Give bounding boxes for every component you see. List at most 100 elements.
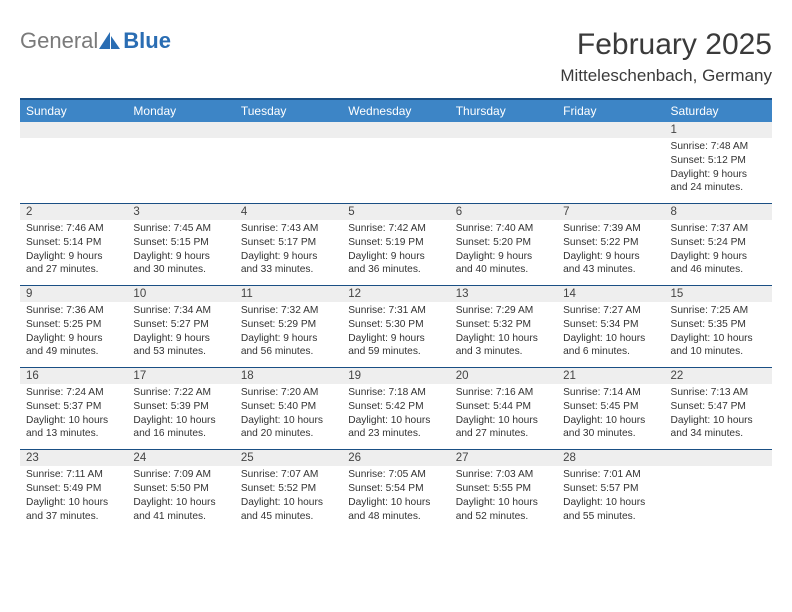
- sunrise-text: Sunrise: 7:46 AM: [26, 222, 119, 236]
- day-number-cell: [342, 122, 449, 138]
- daylight-text: Daylight: 9 hours: [671, 250, 764, 264]
- sunset-text: Sunset: 5:15 PM: [133, 236, 226, 250]
- logo: General Blue: [20, 28, 171, 54]
- daylight-text: Daylight: 10 hours: [26, 414, 119, 428]
- day-detail-cell: Sunrise: 7:43 AMSunset: 5:17 PMDaylight:…: [235, 220, 342, 286]
- sunset-text: Sunset: 5:27 PM: [133, 318, 226, 332]
- sunrise-text: Sunrise: 7:43 AM: [241, 222, 334, 236]
- day-number-cell: 28: [557, 450, 664, 466]
- daylight-text: and 56 minutes.: [241, 345, 334, 359]
- day-detail-cell: [342, 138, 449, 204]
- day-detail-cell: Sunrise: 7:03 AMSunset: 5:55 PMDaylight:…: [450, 466, 557, 531]
- sunset-text: Sunset: 5:37 PM: [26, 400, 119, 414]
- day-number-cell: 8: [665, 204, 772, 220]
- daylight-text: and 48 minutes.: [348, 510, 441, 524]
- location: Mitteleschenbach, Germany: [560, 66, 772, 86]
- day-detail-cell: Sunrise: 7:22 AMSunset: 5:39 PMDaylight:…: [127, 384, 234, 450]
- daylight-text: Daylight: 9 hours: [348, 250, 441, 264]
- day-number-cell: 15: [665, 286, 772, 302]
- daylight-text: and 33 minutes.: [241, 263, 334, 277]
- daylight-text: and 30 minutes.: [563, 427, 656, 441]
- sunset-text: Sunset: 5:55 PM: [456, 482, 549, 496]
- daylight-text: and 55 minutes.: [563, 510, 656, 524]
- daylight-text: and 46 minutes.: [671, 263, 764, 277]
- daylight-text: Daylight: 10 hours: [241, 496, 334, 510]
- daylight-text: Daylight: 9 hours: [456, 250, 549, 264]
- sunset-text: Sunset: 5:39 PM: [133, 400, 226, 414]
- day-number-row: 1: [20, 122, 772, 138]
- day-number-cell: 25: [235, 450, 342, 466]
- sunset-text: Sunset: 5:25 PM: [26, 318, 119, 332]
- day-detail-cell: Sunrise: 7:25 AMSunset: 5:35 PMDaylight:…: [665, 302, 772, 368]
- daylight-text: Daylight: 9 hours: [26, 250, 119, 264]
- day-detail-cell: Sunrise: 7:29 AMSunset: 5:32 PMDaylight:…: [450, 302, 557, 368]
- daylight-text: and 20 minutes.: [241, 427, 334, 441]
- sunset-text: Sunset: 5:50 PM: [133, 482, 226, 496]
- daylight-text: Daylight: 9 hours: [241, 250, 334, 264]
- weekday-header: Sunday: [20, 100, 127, 122]
- day-detail-cell: Sunrise: 7:16 AMSunset: 5:44 PMDaylight:…: [450, 384, 557, 450]
- day-detail-row: Sunrise: 7:36 AMSunset: 5:25 PM Daylight:…: [20, 302, 772, 368]
- sunrise-text: Sunrise: 7:25 AM: [671, 304, 764, 318]
- day-detail-cell: Sunrise: 7:40 AMSunset: 5:20 PMDaylight:…: [450, 220, 557, 286]
- sunrise-text: Sunrise: 7:22 AM: [133, 386, 226, 400]
- daylight-text: Daylight: 10 hours: [456, 414, 549, 428]
- daylight-text: and 43 minutes.: [563, 263, 656, 277]
- calendar-table: Sunday Monday Tuesday Wednesday Thursday…: [20, 100, 772, 531]
- daylight-text: Daylight: 10 hours: [456, 332, 549, 346]
- daylight-text: Daylight: 9 hours: [563, 250, 656, 264]
- weekday-header: Tuesday: [235, 100, 342, 122]
- day-detail-cell: Sunrise: 7:31 AMSunset: 5:30 PMDaylight:…: [342, 302, 449, 368]
- weekday-header: Wednesday: [342, 100, 449, 122]
- day-detail-row: Sunrise: 7:24 AMSunset: 5:37 PMDaylight:…: [20, 384, 772, 450]
- sunset-text: Sunset: 5:22 PM: [563, 236, 656, 250]
- day-detail-cell: Sunrise: 7:07 AMSunset: 5:52 PMDaylight:…: [235, 466, 342, 531]
- day-detail-cell: Sunrise: 7:20 AMSunset: 5:40 PMDaylight:…: [235, 384, 342, 450]
- day-detail-cell: Sunrise: 7:39 AMSunset: 5:22 PMDaylight:…: [557, 220, 664, 286]
- weekday-header: Saturday: [665, 100, 772, 122]
- sunset-text: Sunset: 5:34 PM: [563, 318, 656, 332]
- sunrise-text: Sunrise: 7:24 AM: [26, 386, 119, 400]
- day-number-cell: 1: [665, 122, 772, 138]
- daylight-text: and 37 minutes.: [26, 510, 119, 524]
- sunrise-text: Sunrise: 7:37 AM: [671, 222, 764, 236]
- daylight-text: and 52 minutes.: [456, 510, 549, 524]
- sunrise-text: Sunrise: 7:14 AM: [563, 386, 656, 400]
- sunset-text: Sunset: 5:20 PM: [456, 236, 549, 250]
- daylight-text: and 10 minutes.: [671, 345, 764, 359]
- day-detail-cell: [127, 138, 234, 204]
- day-detail-cell: Sunrise: 7:48 AMSunset: 5:12 PMDaylight:…: [665, 138, 772, 204]
- sunrise-text: Sunrise: 7:16 AM: [456, 386, 549, 400]
- daylight-text: and 30 minutes.: [133, 263, 226, 277]
- day-number-cell: 12: [342, 286, 449, 302]
- sunset-text: Sunset: 5:35 PM: [671, 318, 764, 332]
- day-number-cell: [127, 122, 234, 138]
- day-number-cell: [557, 122, 664, 138]
- sunset-text: Sunset: 5:45 PM: [563, 400, 656, 414]
- sunset-text: Sunset: 5:32 PM: [456, 318, 549, 332]
- sunrise-text: Sunrise: 7:36 AM: [26, 304, 119, 318]
- daylight-text: and 6 minutes.: [563, 345, 656, 359]
- day-detail-cell: Sunrise: 7:11 AMSunset: 5:49 PMDaylight:…: [20, 466, 127, 531]
- sunset-text: Sunset: 5:42 PM: [348, 400, 441, 414]
- day-number-cell: [665, 450, 772, 466]
- month-title: February 2025: [560, 28, 772, 62]
- day-number-cell: 2: [20, 204, 127, 220]
- weekday-header: Monday: [127, 100, 234, 122]
- sunrise-text: Sunrise: 7:09 AM: [133, 468, 226, 482]
- day-number-row: 9101112131415: [20, 286, 772, 302]
- sunset-text: Sunset: 5:14 PM: [26, 236, 119, 250]
- sunset-text: Sunset: 5:29 PM: [241, 318, 334, 332]
- day-detail-cell: Sunrise: 7:42 AMSunset: 5:19 PMDaylight:…: [342, 220, 449, 286]
- sunrise-text: Sunrise: 7:48 AM: [671, 140, 764, 154]
- sunset-text: Sunset: 5:30 PM: [348, 318, 441, 332]
- sunset-text: Sunset: 5:40 PM: [241, 400, 334, 414]
- day-number-cell: 23: [20, 450, 127, 466]
- daylight-text: Daylight: 9 hours: [671, 168, 764, 182]
- sunrise-text: Sunrise: 7:20 AM: [241, 386, 334, 400]
- day-number-cell: 18: [235, 368, 342, 384]
- sunrise-text: Sunrise: 7:31 AM: [348, 304, 441, 318]
- daylight-text: and 27 minutes.: [26, 263, 119, 277]
- daylight-text: and 3 minutes.: [456, 345, 549, 359]
- daylight-text: Daylight: 10 hours: [563, 332, 656, 346]
